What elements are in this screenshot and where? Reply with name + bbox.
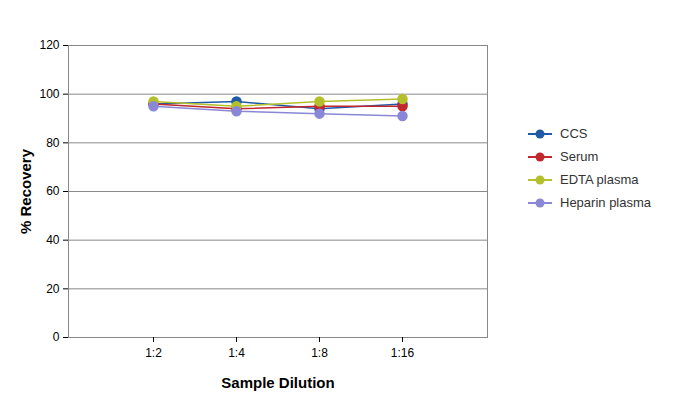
- html-text:CCS: CCS: [560, 126, 588, 141]
- html-text:Serum: Serum: [560, 149, 599, 164]
- svg-text:120: 120: [39, 38, 59, 52]
- svg-text:100: 100: [39, 87, 59, 101]
- svg-text:1:2: 1:2: [145, 346, 162, 360]
- svg-text:1:4: 1:4: [228, 346, 245, 360]
- html-text:EDTA plasma: EDTA plasma: [560, 172, 639, 187]
- svg-text:60: 60: [46, 184, 60, 198]
- svg-text:40: 40: [46, 233, 60, 247]
- svg-text:% Recovery: % Recovery: [17, 148, 34, 234]
- svg-text:1:8: 1:8: [311, 346, 328, 360]
- svg-text:1:16: 1:16: [391, 346, 415, 360]
- svg-text:Sample Dilution: Sample Dilution: [221, 374, 334, 391]
- html-text:Heparin plasma: Heparin plasma: [560, 195, 651, 210]
- svg-text:80: 80: [46, 136, 60, 150]
- svg-text:0: 0: [53, 330, 60, 344]
- svg-text:20: 20: [46, 282, 60, 296]
